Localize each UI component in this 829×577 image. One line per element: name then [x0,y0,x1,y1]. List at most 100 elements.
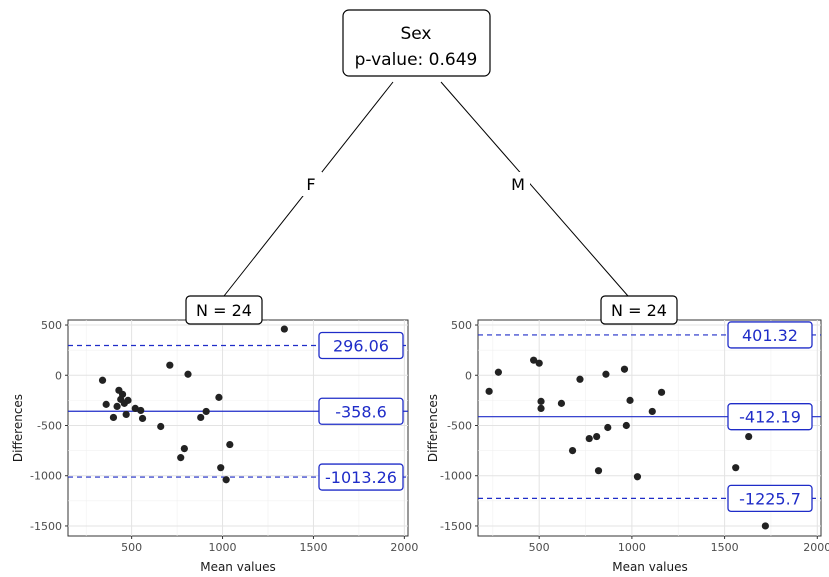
data-point [113,402,121,410]
root-variable: Sex [400,24,431,44]
reference-label: -358.6 [335,402,387,421]
data-point [626,396,634,404]
left-reference-labels: 296.06 -358.6 -1013.26 [318,331,404,491]
x-tick-label: 2000 [803,541,829,554]
data-point [131,404,139,413]
reference-label-box [727,484,813,513]
reference-label-box [318,331,404,360]
data-point [98,376,107,384]
data-point [530,356,538,364]
root-node [342,9,491,77]
reference-label: -1013.26 [325,468,397,487]
right-n-badge [600,295,678,325]
data-point [593,432,601,441]
data-point [594,467,603,475]
edge-right [440,81,629,297]
edge-label-right-bg [506,172,530,196]
data-point [215,393,223,401]
data-point [166,361,174,369]
data-point [568,447,577,455]
data-point [122,410,130,419]
x-tick-label: 1000 [618,541,646,554]
x-tick-label: 500 [529,541,550,554]
right-gridlines [478,320,821,536]
x-tick-label: 2000 [390,541,418,554]
left-n-label: N = 24 [196,301,252,320]
data-point [761,522,769,530]
reference-label-box [318,397,404,425]
reference-label-box [318,463,404,491]
data-point [604,423,612,432]
right-points [485,356,769,530]
data-point [137,406,145,415]
left-y-axis-title: Differences [11,394,25,462]
y-tick-label: 0 [55,369,62,382]
left-axis-ticks: 500 1000 1500 2000 500 0 -500 -1000 -1500 [30,319,418,554]
data-point [557,399,566,407]
data-point [138,414,147,423]
data-point [622,421,630,430]
y-tick-label: -500 [37,419,62,432]
y-tick-label: 500 [41,319,62,332]
data-point [184,370,192,378]
data-point [157,422,165,431]
edge-label-left-bg [300,172,322,196]
root-pvalue: p-value: 0.649 [355,50,478,70]
data-point [202,407,210,416]
x-tick-label: 500 [121,541,142,554]
edge-label-left: F [306,175,315,194]
data-point [602,370,610,378]
data-point [494,368,502,376]
left-n-badge [185,295,263,325]
right-n-label: N = 24 [611,301,667,320]
reference-label-box [727,321,813,349]
data-point [280,325,288,333]
data-point [222,476,230,484]
reference-label: 296.06 [333,337,389,356]
data-point [102,400,110,408]
right-reference-labels: 401.32 -412.19 -1225.7 [727,321,813,513]
data-point [648,407,656,416]
data-point [180,444,188,453]
data-point [620,365,629,373]
y-tick-label: -1000 [440,470,472,483]
data-point [226,440,234,449]
reference-label-box [727,403,813,431]
data-point [485,387,493,395]
data-point [576,375,584,383]
edge-label-right: M [511,175,525,194]
left-points [98,325,288,484]
data-point [745,432,753,441]
data-point [197,413,205,422]
y-tick-label: -500 [447,419,472,432]
data-point [177,454,185,462]
reference-label: -412.19 [739,408,801,427]
data-point [633,473,642,481]
y-tick-label: -1000 [30,470,62,483]
right-terminal-panel: 500 1000 1500 2000 500 0 -500 -1000 -1500 401.32… [426,295,829,574]
left-x-axis-title: Mean values [200,560,276,574]
data-point [217,464,225,472]
data-point [118,390,127,398]
data-point [537,397,545,405]
data-point [585,434,593,443]
reference-label: 401.32 [742,326,798,345]
data-point [124,396,132,404]
x-tick-label: 1500 [711,541,739,554]
y-tick-label: -1500 [440,520,472,533]
y-tick-label: 0 [465,369,472,382]
x-tick-label: 1500 [299,541,327,554]
data-point [657,388,666,396]
data-point [109,413,118,422]
left-terminal-panel: 500 1000 1500 2000 500 0 -500 -1000 -1500 296.06… [11,295,418,574]
reference-label: -1225.7 [739,489,801,508]
x-tick-label: 1000 [209,541,237,554]
data-point [732,464,740,472]
y-tick-label: 500 [451,319,472,332]
data-point [537,404,545,413]
right-x-axis-title: Mean values [612,560,688,574]
right-axis-ticks: 500 1000 1500 2000 500 0 -500 -1000 -1500 [440,319,829,554]
data-point [535,359,543,367]
y-tick-label: -1500 [30,520,62,533]
